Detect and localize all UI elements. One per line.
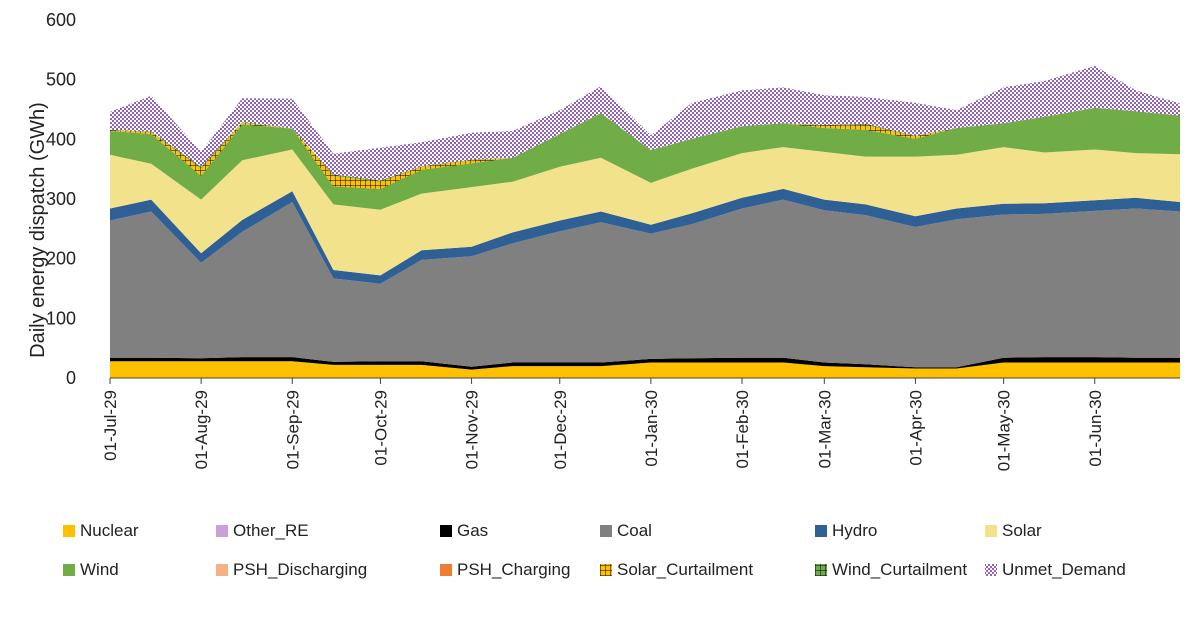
legend-swatch-coal [600,525,612,537]
x-tick-label: 01-Jun-30 [1086,390,1105,467]
area-coal [110,199,1180,368]
x-tick-label: 01-Nov-29 [463,390,482,469]
legend: Nuclear Other_RE Gas Coal Hydro Solar Wind PSH_… [63,521,1126,579]
legend-swatch-nuclear [63,525,75,537]
legend-label: Coal [617,521,652,540]
x-tick-label: 01-Feb-30 [733,390,752,468]
x-tick-label: 01-Aug-29 [192,390,211,469]
x-tick-label: 01-Jul-29 [101,390,120,461]
legend-swatch-psh-discharging [216,564,228,576]
y-tick-label: 600 [46,10,76,30]
y-axis-label: Daily energy dispatch (GWh) [27,102,49,358]
area-solar [110,147,1180,276]
x-axis: 01-Jul-29 01-Aug-29 01-Sep-29 01-Oct-29 01-N… [101,377,1180,471]
y-tick-label: 300 [46,189,76,209]
legend-label: Solar_Curtailment [617,560,753,579]
legend-swatch-wind [63,564,75,576]
x-tick-label: 01-Oct-29 [371,390,390,466]
legend-swatch-psh-charging [440,564,452,576]
legend-swatch-unmet-demand [985,564,997,576]
legend-label: PSH_Charging [457,560,570,579]
legend-swatch-hydro [815,525,827,537]
legend-label: Solar [1002,521,1042,540]
series-areas [110,65,1180,378]
y-tick-label: 500 [46,70,76,90]
area-nuclear [110,361,1180,378]
legend-label: Other_RE [233,521,309,540]
y-axis-title-group: Daily energy dispatch (GWh) [27,102,49,358]
legend-label: Nuclear [80,521,139,540]
area-unmet-demand [110,65,1180,181]
legend-swatch-solar [985,525,997,537]
legend-swatch-wind-curtailment [815,564,827,576]
x-tick-label: 01-Jan-30 [642,390,661,467]
legend-swatch-other-re [216,525,228,537]
legend-label: Unmet_Demand [1002,560,1126,579]
x-tick-label: 01-Sep-29 [283,390,302,469]
y-tick-label: 400 [46,129,76,149]
area-gas [110,357,1180,370]
x-tick-label: 01-May-30 [995,390,1014,471]
x-tick-label: 01-Apr-30 [906,390,925,466]
y-tick-label: 200 [46,249,76,269]
y-axis-ticks: 0 100 200 300 400 500 600 [46,10,76,388]
legend-swatch-gas [440,525,452,537]
legend-label: Hydro [832,521,877,540]
legend-label: Wind_Curtailment [832,560,967,579]
legend-label: Gas [457,521,488,540]
y-tick-label: 0 [66,368,76,388]
legend-label: PSH_Discharging [233,560,367,579]
legend-label: Wind [80,560,119,579]
legend-swatch-solar-curtailment [600,564,612,576]
x-tick-label: 01-Mar-30 [815,390,834,468]
area-wind [110,107,1180,210]
x-tick-label: 01-Dec-29 [551,390,570,469]
y-tick-label: 100 [46,308,76,328]
